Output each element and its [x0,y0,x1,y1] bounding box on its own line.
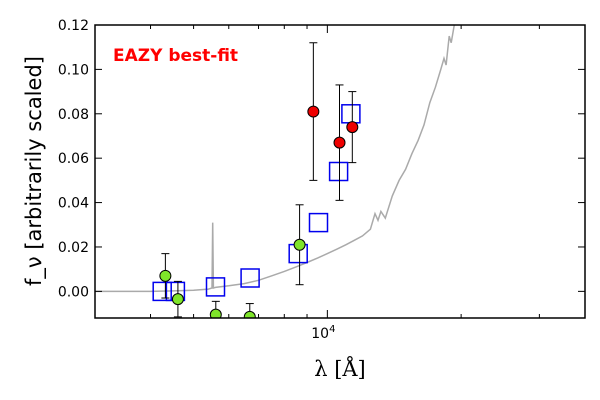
photometry-point [209,308,222,318]
x-axis-label: λ [Å] [314,356,366,381]
best-fit-template-curve [95,25,456,293]
model-flux-box [328,161,349,182]
y-axis-label: f_ν [arbitrarily scaled] [22,56,47,286]
eazy-best-fit-annotation: EAZY best-fit [113,46,238,66]
photometry-point [159,269,172,282]
y-tick-label: 0.04 [58,196,89,212]
model-flux-box [240,268,260,288]
y-tick-label: 0.02 [58,240,89,256]
model-flux-box [308,212,329,233]
y-tick-label: 0.10 [58,62,89,78]
photometry-point [333,136,346,149]
model-flux-box [205,277,226,297]
photometry-point [293,238,306,251]
y-tick-label: 0.12 [58,18,89,34]
y-tick-label: 0.08 [58,107,89,123]
observed-photometry-points [159,42,359,318]
photometry-point [243,310,256,318]
photometry-point [171,293,184,306]
plot-frame [94,24,586,319]
y-tick-label: 0.00 [58,284,89,300]
x-tick-label: 104 [311,324,335,342]
photometry-point [307,105,320,118]
template-line [95,25,456,293]
photometry-point [346,121,359,134]
y-axis-ticks: 0.00 0.02 0.04 0.06 0.08 0.10 0.12 [58,18,585,300]
y-tick-label: 0.06 [58,151,89,167]
model-flux-box [152,281,172,302]
